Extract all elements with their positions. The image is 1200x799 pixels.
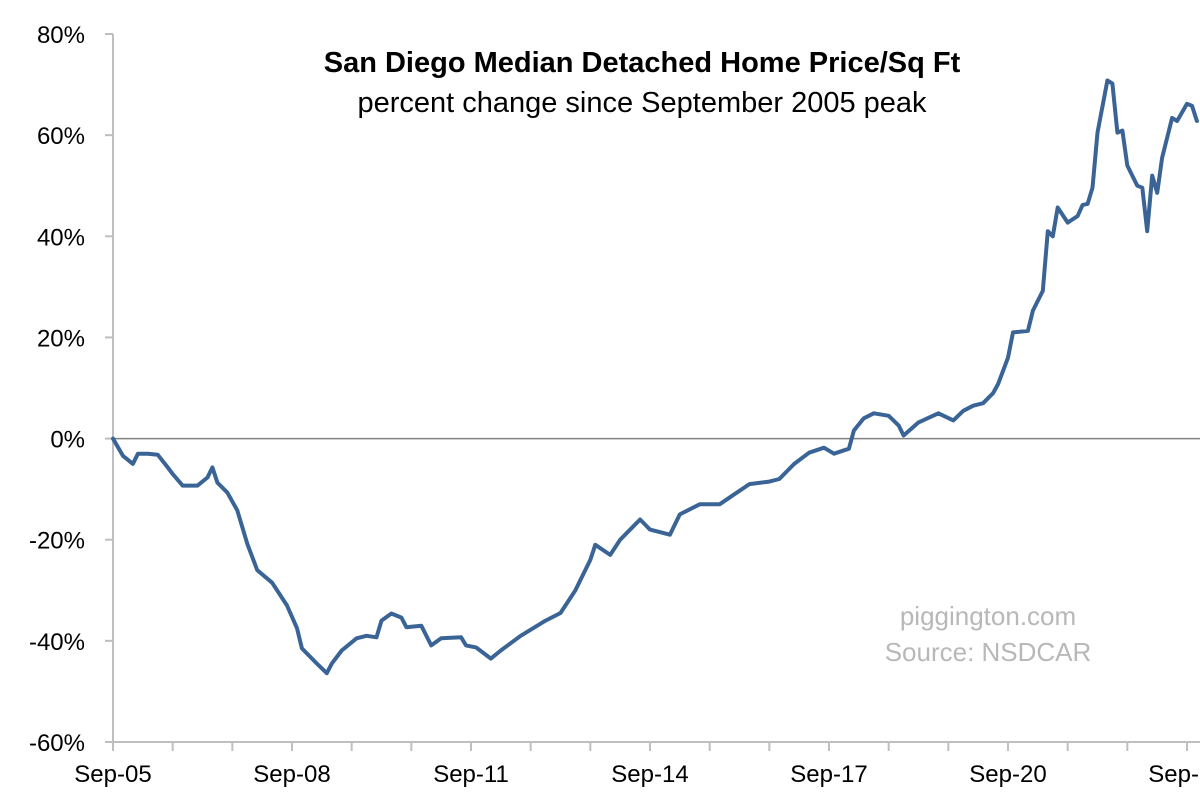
chart-subtitle: percent change since September 2005 peak xyxy=(357,87,927,119)
x-tick-label: Sep-17 xyxy=(790,761,867,788)
x-tick-label: Sep-20 xyxy=(969,761,1046,788)
y-tick-label: -60% xyxy=(29,730,85,757)
x-tick-label: Sep-08 xyxy=(253,761,330,788)
x-tick-label: Sep-05 xyxy=(74,761,151,788)
y-tick-label: 60% xyxy=(37,123,85,150)
y-tick-label: 80% xyxy=(37,22,85,49)
axes xyxy=(105,33,1200,751)
x-tick-label: Sep-14 xyxy=(611,761,688,788)
y-tick-label: -20% xyxy=(29,528,85,555)
x-tick-labels: Sep-05 Sep-08 Sep-11 Sep-14 Sep-17 Sep-20 Sep-… xyxy=(74,761,1200,788)
y-tick-label: 0% xyxy=(50,427,85,454)
series-line xyxy=(111,78,1199,676)
y-tick-label: 20% xyxy=(37,325,85,352)
chart-title: San Diego Median Detached Home Price/Sq … xyxy=(324,47,961,79)
y-tick-label: -40% xyxy=(29,629,85,656)
y-tick-labels: 80% 60% 40% 20% 0% -20% -40% -60% xyxy=(29,22,85,757)
x-tick-label: Sep-23 xyxy=(1148,761,1200,788)
x-tick-label: Sep-11 xyxy=(433,761,509,788)
watermark-site: piggington.com xyxy=(900,601,1076,631)
y-tick-label: 40% xyxy=(37,224,85,251)
source-note: Source: NSDCAR xyxy=(885,637,1092,667)
